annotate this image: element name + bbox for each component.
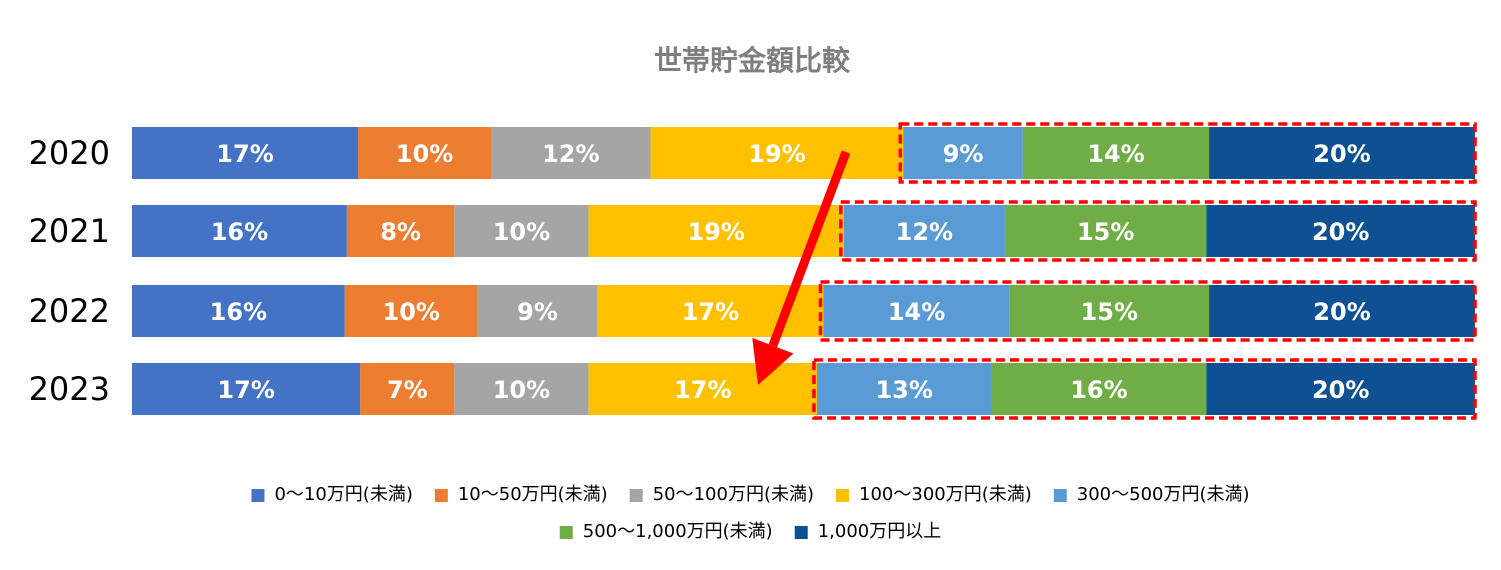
- data-label-2022-0: 16%: [210, 298, 267, 326]
- legend-swatch-0: [251, 489, 265, 502]
- bar-segment-2023-6: [1206, 363, 1475, 415]
- data-label-2020-3: 19%: [748, 140, 805, 168]
- data-label-2022-6: 20%: [1313, 298, 1370, 326]
- bar-segment-2020-4: [903, 127, 1023, 179]
- legend-item-0: 0〜10万円(未満): [251, 484, 413, 505]
- highlight-box-2021: [839, 200, 1477, 262]
- legend-item-1: 10〜50万円(未満): [434, 484, 608, 505]
- bar-segment-2020-6: [1209, 127, 1475, 179]
- data-label-2023-4: 13%: [875, 376, 932, 404]
- data-label-2022-2: 9%: [517, 298, 558, 326]
- trend-arrow-head: [752, 337, 794, 385]
- bars-layer: 2020 17% 10% 12% 19% 9% 14% 20% 2021 16% 8% 10% 19% 1…: [29, 127, 1475, 415]
- bar-segment-2021-3: [588, 205, 844, 257]
- legend-label-6: 1,000万円以上: [818, 521, 942, 542]
- data-label-2021-4: 12%: [896, 218, 953, 246]
- legend-label-3: 100〜300万円(未満): [859, 484, 1032, 505]
- data-label-2020-4: 9%: [943, 140, 984, 168]
- legend-label-2: 50〜100万円(未満): [653, 484, 814, 505]
- bar-segment-2020-2: [491, 127, 651, 179]
- highlight-box-2020: [898, 122, 1477, 184]
- bar-segment-2021-6: [1206, 205, 1475, 257]
- highlight-box-2023: [812, 358, 1477, 420]
- legend-label-5: 500〜1,000万円(未満): [583, 521, 773, 542]
- category-label-2021: 2021: [29, 212, 110, 250]
- data-label-2023-6: 20%: [1312, 376, 1369, 404]
- chart-title: 世帯貯金額比較: [654, 44, 851, 77]
- data-label-2022-4: 14%: [888, 298, 945, 326]
- data-label-2021-1: 8%: [380, 218, 421, 246]
- data-label-2023-1: 7%: [387, 376, 428, 404]
- bar-segment-2022-2: [477, 285, 598, 337]
- legend-item-6: 1,000万円以上: [794, 521, 942, 542]
- bar-segment-2023-2: [454, 363, 589, 415]
- bar-segment-2022-4: [823, 285, 1010, 337]
- bar-segment-2020-0: [132, 127, 359, 179]
- data-label-2021-5: 15%: [1077, 218, 1134, 246]
- data-label-2020-5: 14%: [1087, 140, 1144, 168]
- legend-label-1: 10〜50万円(未満): [458, 484, 608, 505]
- bar-segment-2021-5: [1004, 205, 1207, 257]
- legend-item-3: 100〜300万円(未満): [836, 484, 1032, 505]
- legend-item-4: 300〜500万円(未満): [1053, 484, 1250, 505]
- legend-label-4: 300〜500万円(未満): [1077, 484, 1250, 505]
- data-label-2020-2: 12%: [542, 140, 599, 168]
- data-label-2020-6: 20%: [1313, 140, 1370, 168]
- legend-swatch-2: [629, 489, 643, 502]
- category-label-2022: 2022: [29, 292, 110, 330]
- legend: 0〜10万円(未満) 10〜50万円(未満) 50〜100万円(未満) 100〜300…: [251, 484, 1250, 542]
- data-label-2023-5: 16%: [1070, 376, 1127, 404]
- bar-segment-2022-5: [1009, 285, 1210, 337]
- bar-segment-2023-5: [991, 363, 1207, 415]
- annotation-layer: [752, 122, 1477, 420]
- bar-segment-2021-4: [843, 205, 1005, 257]
- legend-swatch-6: [794, 526, 808, 539]
- legend-swatch-1: [434, 489, 448, 502]
- data-label-2021-0: 16%: [211, 218, 268, 246]
- bar-segment-2023-1: [360, 363, 455, 415]
- bar-segment-2023-0: [132, 363, 361, 415]
- legend-item-2: 50〜100万円(未満): [629, 484, 814, 505]
- data-label-2021-6: 20%: [1312, 218, 1369, 246]
- bar-segment-2021-1: [346, 205, 455, 257]
- bar-segment-2022-1: [344, 285, 478, 337]
- trend-arrow-shaft: [768, 150, 851, 348]
- legend-swatch-4: [1053, 489, 1067, 502]
- data-label-2021-3: 19%: [687, 218, 744, 246]
- legend-label-0: 0〜10万円(未満): [274, 484, 412, 505]
- highlight-box-2022: [818, 280, 1477, 342]
- bar-segment-2022-0: [132, 285, 345, 337]
- bar-segment-2023-4: [816, 363, 992, 415]
- legend-item-5: 500〜1,000万円(未満): [559, 521, 773, 542]
- category-label-2023: 2023: [29, 370, 110, 408]
- bar-segment-2020-3: [650, 127, 904, 179]
- data-label-2022-1: 10%: [383, 298, 440, 326]
- data-label-2021-2: 10%: [493, 218, 550, 246]
- bar-segment-2023-3: [588, 363, 817, 415]
- bar-segment-2021-0: [132, 205, 347, 257]
- legend-swatch-3: [836, 489, 850, 502]
- bar-segment-2021-2: [454, 205, 589, 257]
- legend-swatch-5: [559, 526, 573, 539]
- bar-segment-2022-6: [1209, 285, 1475, 337]
- data-label-2023-3: 17%: [674, 376, 731, 404]
- bar-segment-2020-1: [358, 127, 492, 179]
- data-label-2023-2: 10%: [493, 376, 550, 404]
- data-label-2023-0: 17%: [217, 376, 274, 404]
- data-label-2022-3: 17%: [682, 298, 739, 326]
- data-label-2022-5: 15%: [1081, 298, 1138, 326]
- data-label-2020-1: 10%: [396, 140, 453, 168]
- bar-segment-2020-5: [1022, 127, 1210, 179]
- category-label-2020: 2020: [29, 134, 110, 172]
- data-label-2020-0: 17%: [216, 140, 273, 168]
